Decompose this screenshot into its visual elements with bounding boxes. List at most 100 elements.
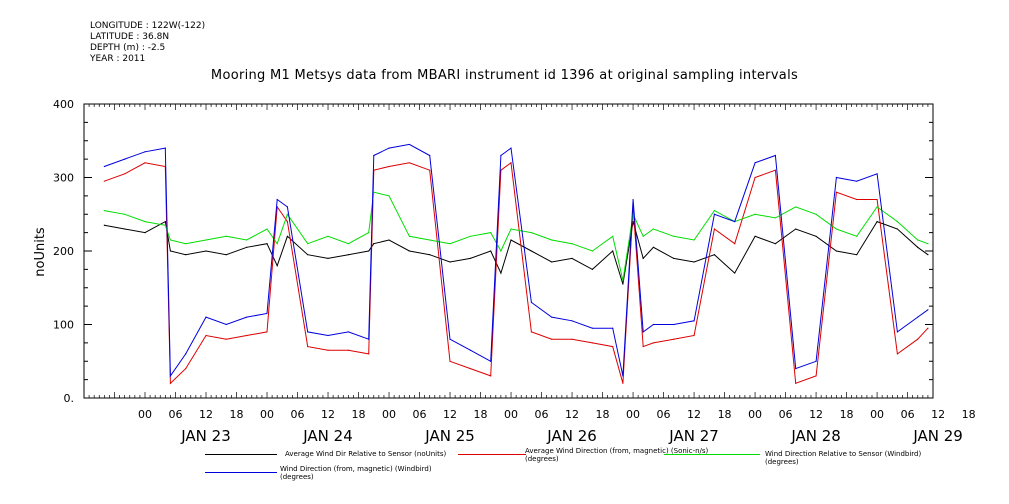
series-line-4: [104, 143, 929, 378]
data-point: [510, 162, 512, 164]
data-point: [347, 331, 349, 333]
data-point: [652, 342, 654, 344]
data-point: [266, 312, 268, 315]
data-point: [490, 360, 492, 362]
data-point: [144, 162, 146, 164]
data-point: [225, 338, 227, 340]
data-point: [327, 349, 329, 351]
data-point: [795, 368, 797, 370]
data-point: [896, 221, 899, 223]
y-tick-label: 300: [53, 172, 74, 185]
x-hour-label: 06: [291, 408, 305, 421]
latitude-text: LATITUDE : 36.8N: [90, 32, 170, 42]
data-point: [408, 250, 410, 252]
data-point: [927, 327, 929, 329]
legend-swatch-1: [205, 454, 277, 455]
x-hour-label: 18: [596, 408, 610, 421]
data-point: [856, 180, 858, 182]
data-point: [551, 261, 553, 263]
chart-axes: 0. 100 200 300 400 00 06 12 18 00 06 12 18 00 06 12 18 00…: [53, 98, 976, 445]
x-hour-label: 00: [504, 408, 518, 421]
data-point: [266, 228, 268, 230]
data-point: [185, 368, 187, 370]
data-point: [169, 375, 172, 377]
data-point: [693, 239, 695, 241]
data-point: [917, 338, 919, 340]
data-point: [144, 232, 146, 234]
data-point: [286, 221, 288, 223]
data-point: [307, 331, 309, 333]
data-point: [734, 221, 736, 223]
data-point: [266, 331, 268, 333]
data-point: [896, 353, 899, 355]
x-day-label: JAN 29: [912, 427, 963, 445]
data-point: [876, 198, 878, 201]
data-point: [469, 257, 471, 259]
data-point: [774, 154, 777, 157]
data-point: [673, 257, 675, 259]
series-line-3: [104, 191, 929, 281]
data-point: [103, 209, 105, 212]
data-point: [612, 327, 614, 329]
data-point: [774, 243, 777, 245]
data-point: [510, 228, 512, 230]
data-point: [266, 243, 268, 245]
data-point: [734, 272, 736, 274]
data-point: [408, 235, 410, 237]
data-point: [856, 235, 858, 237]
data-point: [774, 217, 777, 219]
data-point: [632, 198, 634, 201]
x-hour-label: 12: [321, 408, 335, 421]
data-point: [327, 334, 329, 337]
data-point: [276, 265, 278, 267]
y-tick-label: 400: [53, 98, 74, 111]
data-point: [103, 165, 105, 168]
legend-label-4: Wind Direction (from, magnetic) (Windbir…: [280, 465, 432, 481]
data-point: [673, 235, 675, 237]
x-hour-label: 06: [169, 408, 183, 421]
data-point: [286, 235, 288, 237]
data-point: [856, 198, 858, 201]
data-point: [449, 360, 451, 362]
data-point: [835, 228, 838, 230]
data-point: [622, 279, 624, 281]
x-hour-label: 18: [718, 408, 732, 421]
data-point: [429, 169, 431, 171]
data-point: [225, 254, 227, 256]
data-point: [164, 147, 166, 149]
data-point: [693, 261, 695, 263]
data-point: [246, 316, 248, 318]
data-point: [225, 235, 227, 237]
data-point: [373, 154, 375, 157]
data-point: [469, 235, 471, 237]
data-point: [693, 334, 695, 337]
data-point: [286, 213, 288, 215]
series-line-2: [104, 161, 929, 385]
data-point: [815, 375, 817, 377]
data-point: [169, 239, 172, 241]
y-axis-label: noUnits: [33, 227, 48, 277]
data-point: [205, 239, 207, 241]
data-point: [185, 243, 187, 245]
x-hour-label: 06: [535, 408, 549, 421]
data-point: [815, 360, 817, 362]
data-point: [500, 250, 502, 252]
data-point: [144, 221, 146, 223]
x-hour-label: 18: [840, 408, 854, 421]
data-point: [276, 198, 278, 201]
metadata-block: LONGITUDE : 122W(-122) LATITUDE : 36.8N …: [90, 21, 205, 65]
x-hour-label: 12: [687, 408, 701, 421]
legend-label-1: Average Wind Dir Relative to Sensor (noU…: [285, 450, 447, 458]
data-point: [144, 151, 146, 153]
plot-frame: [83, 103, 934, 399]
data-point: [571, 243, 573, 245]
data-point: [205, 250, 207, 252]
data-point: [103, 224, 105, 226]
data-point: [896, 331, 899, 333]
data-point: [246, 239, 248, 241]
x-hour-label: 00: [138, 408, 152, 421]
data-point: [856, 254, 858, 256]
data-point: [591, 268, 593, 270]
data-point: [307, 345, 309, 348]
data-point: [754, 162, 756, 164]
